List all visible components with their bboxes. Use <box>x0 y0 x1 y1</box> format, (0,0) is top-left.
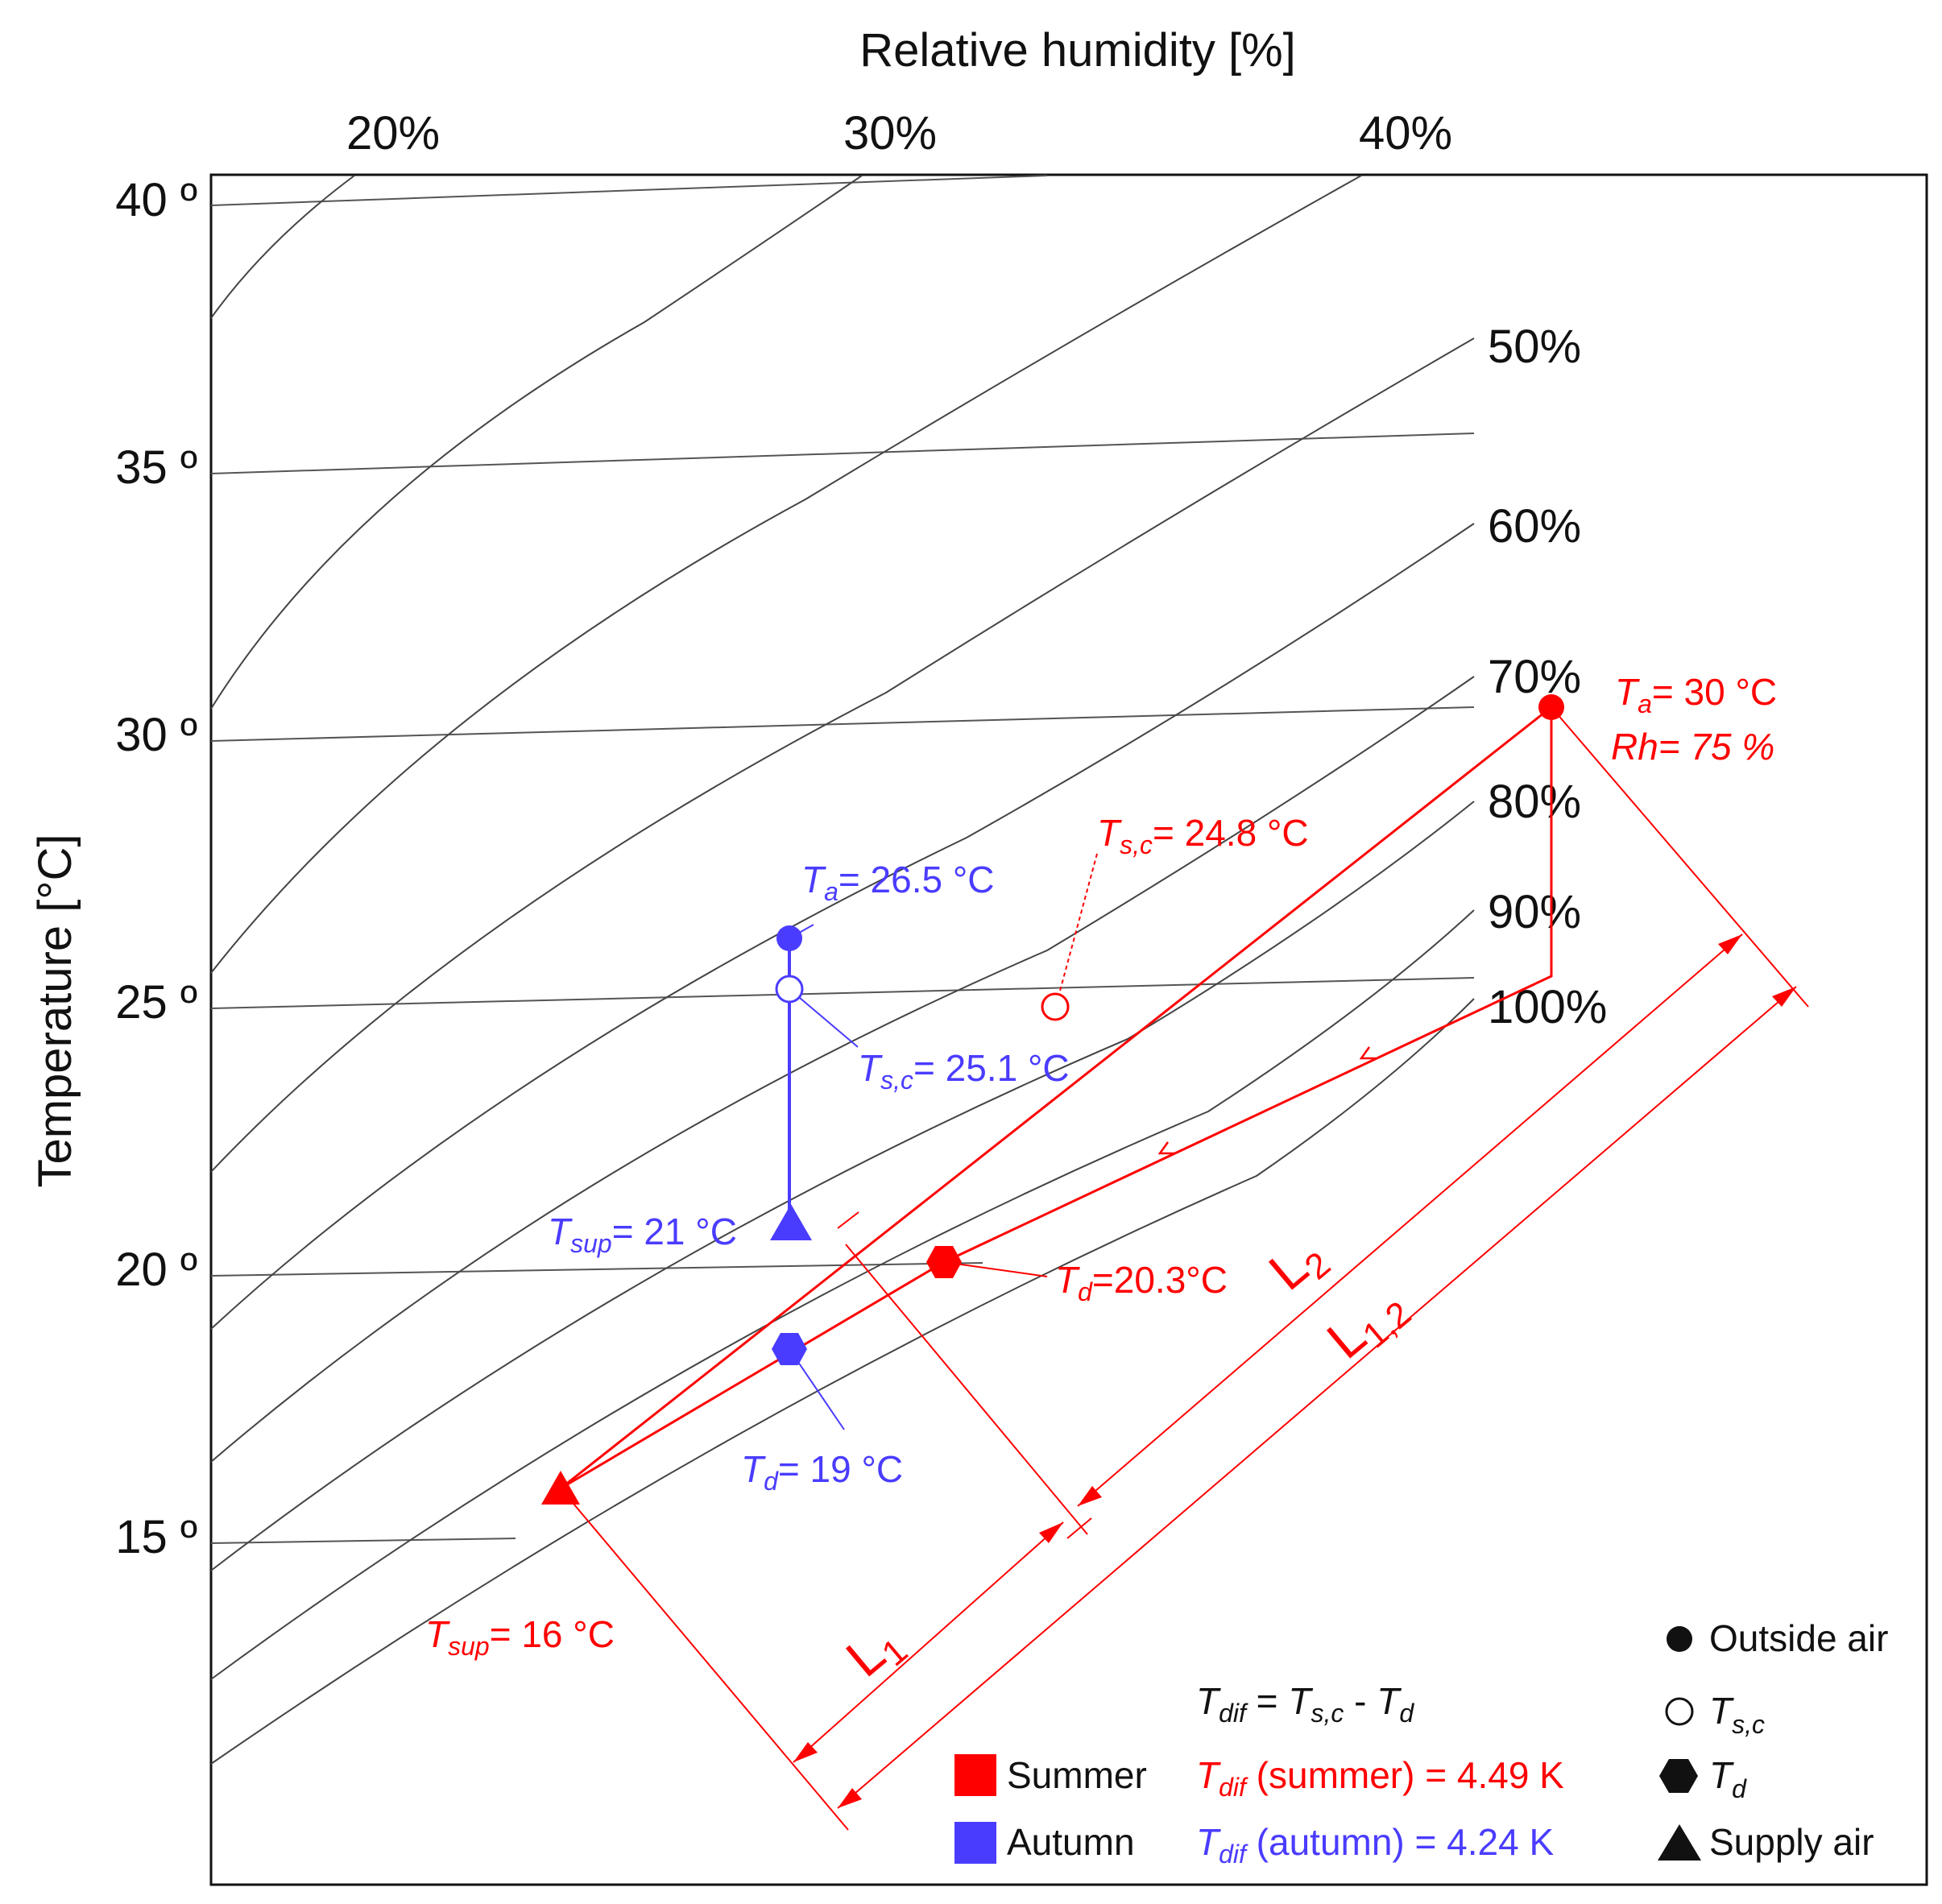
autumn-tsc-leader <box>789 988 859 1048</box>
y-tick-labels: 40 º 35 º 30 º 25 º 20 º 15 º <box>115 174 197 1563</box>
summer-process <box>560 706 1553 1490</box>
summer-cooling-path <box>560 707 1553 1490</box>
summer-tsup-label: Tsup= 16 °C <box>425 1613 615 1661</box>
autumn-tsc-marker <box>775 975 804 1004</box>
rh-curves <box>210 175 1475 1765</box>
legend-label-supply-air: Supply air <box>1709 1821 1874 1863</box>
y-tick-label-20: 20 º <box>115 1244 197 1296</box>
dim-ext-supply <box>560 1488 849 1831</box>
rh-curve-25 <box>210 175 863 710</box>
grid-line-25 <box>210 977 1475 1009</box>
summer-td-leader <box>943 1261 1048 1277</box>
grid-line-35 <box>210 433 1475 474</box>
y-tick-label-15: 15 º <box>115 1511 197 1563</box>
temperature-grid <box>210 175 1475 1544</box>
legend-swatch-autumn <box>954 1822 996 1864</box>
autumn-tsc-label: Ts,c= 25.1 °C <box>858 1047 1070 1095</box>
rh-label-100: 100% <box>1488 981 1607 1033</box>
summer-outside-air-marker <box>1538 694 1564 720</box>
rh-label-70: 70% <box>1488 651 1581 703</box>
arrow-L12-end <box>1772 987 1796 1007</box>
summer-supply-air-marker <box>541 1471 580 1505</box>
legend-label-autumn: Autumn <box>1007 1821 1135 1863</box>
summer-flow-arrow-1 <box>1359 1046 1376 1060</box>
legend-label-summer: Summer <box>1007 1754 1147 1796</box>
arrow-L2-end <box>1718 934 1742 954</box>
y-tick-label-30: 30 º <box>115 709 197 761</box>
summer-supply-line <box>560 706 1552 1490</box>
legend-symbol-tsc <box>1665 1697 1694 1726</box>
summer-td-marker <box>926 1246 962 1278</box>
autumn-tsup-label: Tsup= 21 °C <box>548 1211 737 1258</box>
tdif-summer-result: Tdif (summer) = 4.49 K <box>1196 1754 1564 1802</box>
rh-curve-80 <box>210 801 1475 1571</box>
dim-ext-td <box>845 1244 1088 1535</box>
arrow-L2-start <box>1078 1486 1102 1506</box>
grid-line-15 <box>210 1538 516 1544</box>
dim-line-L1 <box>793 1521 1064 1763</box>
data-markers <box>541 694 1564 1505</box>
arrow-L1-start <box>793 1742 818 1762</box>
legend-label-outside-air: Outside air <box>1709 1617 1888 1659</box>
tdif-autumn-result: Tdif (autumn) = 4.24 K <box>1196 1821 1554 1869</box>
legend-symbol-outside-air <box>1667 1626 1692 1652</box>
dim-ext-summer-air <box>1551 706 1809 1008</box>
summer-flow-arrow-2 <box>1157 1141 1174 1155</box>
summer-rh-label: Rh= 75 % <box>1611 726 1774 768</box>
legend-swatch-summer <box>954 1754 996 1796</box>
legend-label-tsc: Ts,c <box>1709 1690 1765 1739</box>
x-axis-title: Relative humidity [%] <box>859 24 1296 77</box>
summer-tsc-marker <box>1041 992 1070 1021</box>
rh-curve-30 <box>210 175 1362 974</box>
y-tick-label-40: 40 º <box>115 174 197 226</box>
dim-line-L12 <box>837 986 1797 1809</box>
arrow-L12-start <box>838 1788 862 1808</box>
rh-label-80: 80% <box>1488 776 1581 828</box>
tdif-formula: Tdif = Ts,c - Td <box>1196 1680 1414 1728</box>
dim-label-L1: L1 <box>834 1611 915 1693</box>
dim-line-L2 <box>1077 933 1743 1507</box>
arrow-L1-end <box>1039 1522 1063 1543</box>
legend-symbol-supply-air <box>1658 1824 1701 1861</box>
dim-label-L2: L2 <box>1257 1224 1338 1306</box>
summer-tsc-label: Ts,c= 24.8 °C <box>1097 812 1309 859</box>
rh-label-90: 90% <box>1488 886 1581 938</box>
grid-line-20 <box>210 1262 983 1277</box>
symbol-legend: Outside air Ts,c Td Supply air <box>1658 1617 1888 1863</box>
y-tick-label-25: 25 º <box>115 976 197 1029</box>
rh-curve-60 <box>210 523 1475 1330</box>
rh-top-label-40: 40% <box>1359 107 1452 159</box>
legend-symbol-td <box>1659 1759 1698 1793</box>
dim-tick-endpoint <box>1066 1517 1092 1539</box>
autumn-ta-label: Ta= 26.5 °C <box>801 859 994 906</box>
summer-tsc-leader <box>1056 853 1098 1004</box>
rh-curve-50 <box>210 337 1475 1173</box>
rh-curve-20 <box>210 175 355 319</box>
rh-top-label-20: 20% <box>346 107 440 159</box>
rh-curve-100 <box>210 998 1475 1765</box>
rh-label-50: 50% <box>1488 321 1581 373</box>
autumn-td-label: Td= 19 °C <box>741 1448 903 1496</box>
dim-tick-td <box>837 1211 859 1229</box>
autumn-outside-air-marker <box>776 925 802 951</box>
dimension-lines <box>560 706 1809 1831</box>
summer-ta-label: Ta= 30 °C <box>1615 671 1777 718</box>
dimension-arrowheads <box>793 934 1796 1808</box>
y-tick-label-35: 35 º <box>115 441 197 494</box>
rh-top-label-30: 30% <box>843 107 937 159</box>
summer-td-label: Td=20.3°C <box>1055 1259 1228 1306</box>
grid-line-30 <box>210 706 1475 742</box>
rh-curve-70 <box>210 676 1475 1463</box>
plot-frame <box>209 173 1928 1886</box>
season-legend: Summer Autumn <box>954 1754 1147 1864</box>
autumn-td-marker <box>772 1333 807 1365</box>
y-axis-title: Temperature [°C] <box>29 834 81 1187</box>
rh-curve-90 <box>210 909 1475 1680</box>
autumn-supply-air-marker <box>770 1204 812 1240</box>
legend-label-td: Td <box>1709 1754 1747 1803</box>
rh-label-60: 60% <box>1488 500 1581 553</box>
grid-line-40 <box>210 175 1048 206</box>
